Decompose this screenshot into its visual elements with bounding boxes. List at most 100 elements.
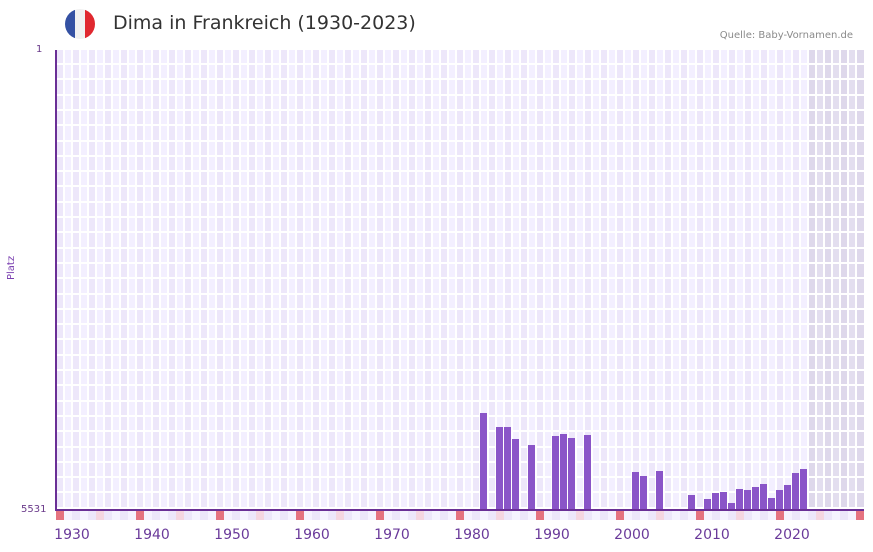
year-marker	[368, 511, 376, 520]
grid-column	[328, 50, 336, 510]
grid-line	[799, 50, 801, 510]
grid-column	[248, 50, 256, 510]
year-marker	[600, 511, 608, 520]
bar-1990[interactable]	[552, 435, 559, 510]
y-axis-line	[55, 50, 57, 511]
grid-line	[103, 50, 105, 510]
grid-column	[816, 50, 824, 510]
grid-line	[551, 50, 553, 510]
grid-line	[543, 50, 545, 510]
grid-line	[567, 50, 569, 510]
year-marker	[776, 511, 784, 520]
grid-column	[232, 50, 240, 510]
grid-column	[440, 50, 448, 510]
grid-line	[695, 50, 697, 510]
grid-column	[680, 50, 688, 510]
bar-2000[interactable]	[632, 471, 639, 510]
bar-1991[interactable]	[560, 433, 567, 510]
grid-line	[535, 50, 537, 510]
bar-2021[interactable]	[800, 468, 807, 510]
grid-line	[56, 461, 864, 463]
grid-line	[56, 231, 864, 233]
bar-1981[interactable]	[480, 412, 487, 510]
year-marker	[376, 511, 384, 520]
grid-column	[504, 50, 512, 510]
bar-1992[interactable]	[568, 437, 575, 510]
bar-2003[interactable]	[656, 470, 663, 510]
bar-2019[interactable]	[784, 485, 791, 510]
bar-2009[interactable]	[704, 499, 711, 510]
grid-column	[96, 50, 104, 510]
grid-column	[72, 50, 80, 510]
bar-1985[interactable]	[512, 438, 519, 510]
bar-1984[interactable]	[504, 426, 511, 510]
bar-2011[interactable]	[720, 492, 727, 510]
grid-column	[216, 50, 224, 510]
grid-column	[128, 50, 136, 510]
grid-line	[223, 50, 225, 510]
bar-2010[interactable]	[712, 493, 719, 510]
grid-line	[759, 50, 761, 510]
year-marker	[216, 511, 224, 520]
grid-line	[279, 50, 281, 510]
grid-line	[263, 50, 265, 510]
bar-2018[interactable]	[776, 490, 783, 510]
grid-line	[743, 50, 745, 510]
year-marker	[664, 511, 672, 520]
bar-2020[interactable]	[792, 472, 799, 510]
bar-2015[interactable]	[752, 487, 759, 510]
year-marker	[744, 511, 752, 520]
bar-1994[interactable]	[584, 434, 591, 510]
grid-line	[559, 50, 561, 510]
bar-2007[interactable]	[688, 495, 695, 510]
year-marker	[256, 511, 264, 520]
bar-1983[interactable]	[496, 426, 503, 510]
grid-column	[536, 50, 544, 510]
bar-2012[interactable]	[728, 503, 735, 510]
bar-2016[interactable]	[760, 484, 767, 510]
bar-1987[interactable]	[528, 444, 535, 510]
grid-line	[359, 50, 361, 510]
year-marker	[168, 511, 176, 520]
year-marker	[416, 511, 424, 520]
plot-area	[56, 50, 864, 524]
grid-column	[592, 50, 600, 510]
grid-line	[527, 50, 529, 510]
grid-line	[56, 201, 864, 203]
grid-line	[615, 50, 617, 510]
grid-line	[447, 50, 449, 510]
year-marker	[104, 511, 112, 520]
grid-column	[464, 50, 472, 510]
grid-line	[351, 50, 353, 510]
grid-line	[519, 50, 521, 510]
grid-line	[855, 50, 857, 510]
grid-line	[807, 50, 809, 510]
year-marker	[712, 511, 720, 520]
grid-line	[87, 50, 89, 510]
bar-2017[interactable]	[768, 498, 775, 510]
grid-column	[344, 50, 352, 510]
year-marker	[480, 511, 488, 520]
grid-line	[455, 50, 457, 510]
year-marker	[752, 511, 760, 520]
grid-column	[424, 50, 432, 510]
year-marker	[768, 511, 776, 520]
bar-2013[interactable]	[736, 489, 743, 510]
grid-line	[599, 50, 601, 510]
grid-line	[751, 50, 753, 510]
bar-2001[interactable]	[640, 475, 647, 510]
grid-column	[224, 50, 232, 510]
year-marker	[208, 511, 216, 520]
year-marker	[184, 511, 192, 520]
bar-2014[interactable]	[744, 490, 751, 510]
grid-column	[752, 50, 760, 510]
year-marker	[232, 511, 240, 520]
grid-column	[576, 50, 584, 510]
grid-column	[120, 50, 128, 510]
grid-line	[839, 50, 841, 510]
year-marker	[224, 511, 232, 520]
grid-line	[56, 446, 864, 448]
grid-column	[152, 50, 160, 510]
grid-line	[575, 50, 577, 510]
grid-line	[56, 323, 864, 325]
